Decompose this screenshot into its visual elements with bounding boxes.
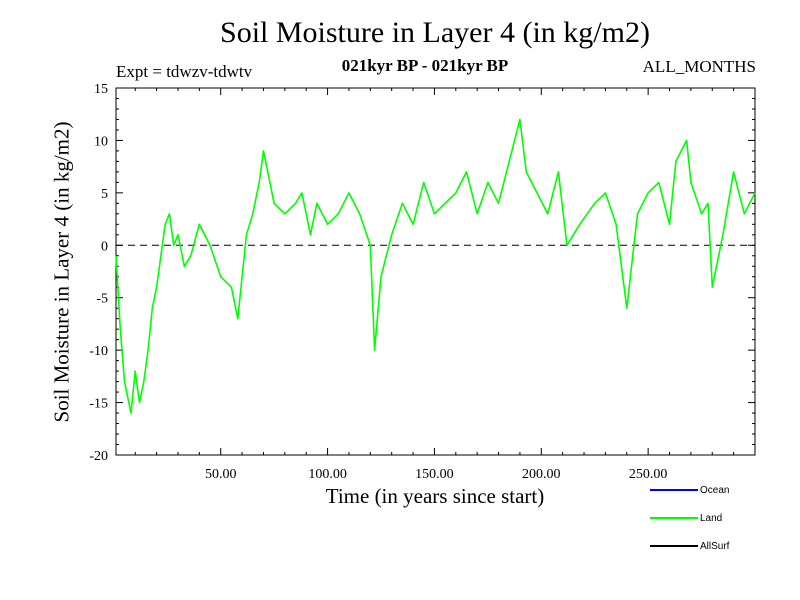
y-tick-label: 15 (94, 82, 108, 97)
x-axis-title: Time (in years since start) (325, 484, 545, 508)
period-label: 021kyr BP - 021kyr BP (341, 56, 509, 75)
x-tick-label: 250.00 (629, 467, 668, 482)
y-tick-label: -5 (96, 292, 108, 307)
x-tick-label: 200.00 (522, 467, 561, 482)
experiment-label: Expt = tdwzv-tdwtv (116, 62, 253, 81)
y-tick-label: 10 (94, 134, 108, 149)
y-tick-label: -10 (89, 344, 108, 359)
legend-label: AllSurf (700, 541, 730, 552)
legend-label: Land (700, 513, 722, 524)
y-tick-label: 0 (101, 239, 108, 254)
chart-title: Soil Moisture in Layer 4 (in kg/m2) (220, 16, 650, 49)
x-tick-label: 100.00 (308, 467, 347, 482)
months-label: ALL_MONTHS (642, 57, 756, 76)
legend-label: Ocean (700, 485, 729, 496)
y-tick-label: 5 (101, 187, 108, 202)
plot-frame (115, 87, 756, 456)
series-line-land (115, 118, 756, 414)
x-tick-label: 50.00 (205, 467, 237, 482)
x-tick-label: 150.00 (415, 467, 454, 482)
y-tick-label: -15 (89, 397, 108, 412)
y-tick-label: -20 (89, 449, 108, 464)
